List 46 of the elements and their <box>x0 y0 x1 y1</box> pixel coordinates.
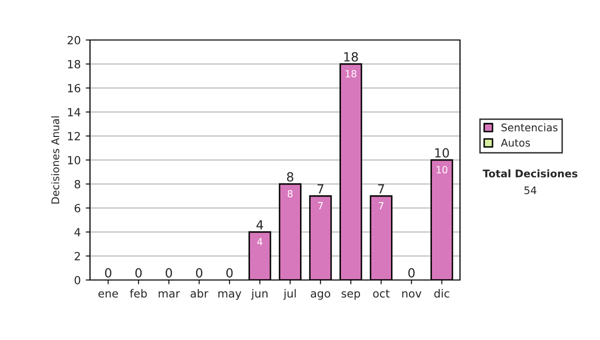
data-label: 7 <box>318 202 323 210</box>
total-label: 7 <box>318 184 324 194</box>
y-tick-label: 6 <box>74 204 80 212</box>
y-axis-title: Decisiones Anual <box>51 116 60 204</box>
y-tick-label: 16 <box>68 84 80 92</box>
x-tick-label: abr <box>190 289 208 298</box>
total-label: 18 <box>344 52 358 62</box>
total-label: 8 <box>287 172 294 182</box>
total-label: 0 <box>166 268 172 278</box>
total-label: 0 <box>105 268 112 278</box>
x-tick-label: ago <box>310 291 330 300</box>
total-label: 0 <box>226 268 233 278</box>
text: 54 <box>524 186 536 194</box>
x-tick-label: jul <box>283 289 296 300</box>
total-label: 0 <box>135 268 142 278</box>
total-label: 0 <box>196 268 202 278</box>
data-label: 10 <box>436 166 448 174</box>
y-tick-label: 8 <box>74 180 80 188</box>
total-label: 4 <box>256 220 264 230</box>
x-tick-label: jun <box>251 289 268 300</box>
x-tick-label: oct <box>373 290 390 298</box>
y-tick-label: 2 <box>74 252 80 260</box>
total-label: 0 <box>408 268 415 278</box>
y-tick-label: 0 <box>74 276 80 284</box>
x-tick-label: dic <box>434 289 450 298</box>
data-label: 7 <box>378 202 384 210</box>
text: Total Decisiones <box>482 169 578 178</box>
y-tick-label: 4 <box>74 228 80 236</box>
x-tick-label: sep <box>342 291 360 300</box>
y-tick-label: 10 <box>68 156 80 164</box>
total-label: 10 <box>435 148 449 158</box>
y-tick-label: 14 <box>68 108 80 116</box>
x-tick-label: mar <box>158 291 180 298</box>
total-label: 7 <box>378 184 384 194</box>
y-tick-label: 18 <box>68 60 80 68</box>
data-label: 18 <box>346 70 356 78</box>
x-tick-label: nov <box>402 291 422 298</box>
x-tick-label: ene <box>98 291 118 298</box>
legend-label: Autos <box>500 138 530 147</box>
x-tick-label: may <box>218 291 242 300</box>
data-label: 8 <box>288 190 293 198</box>
y-tick-label: 12 <box>68 132 80 140</box>
data-label: 4 <box>257 238 262 246</box>
legend-label: Sentencias <box>502 123 558 132</box>
y-tick-label: 20 <box>68 36 80 44</box>
x-tick-label: feb <box>130 289 147 298</box>
